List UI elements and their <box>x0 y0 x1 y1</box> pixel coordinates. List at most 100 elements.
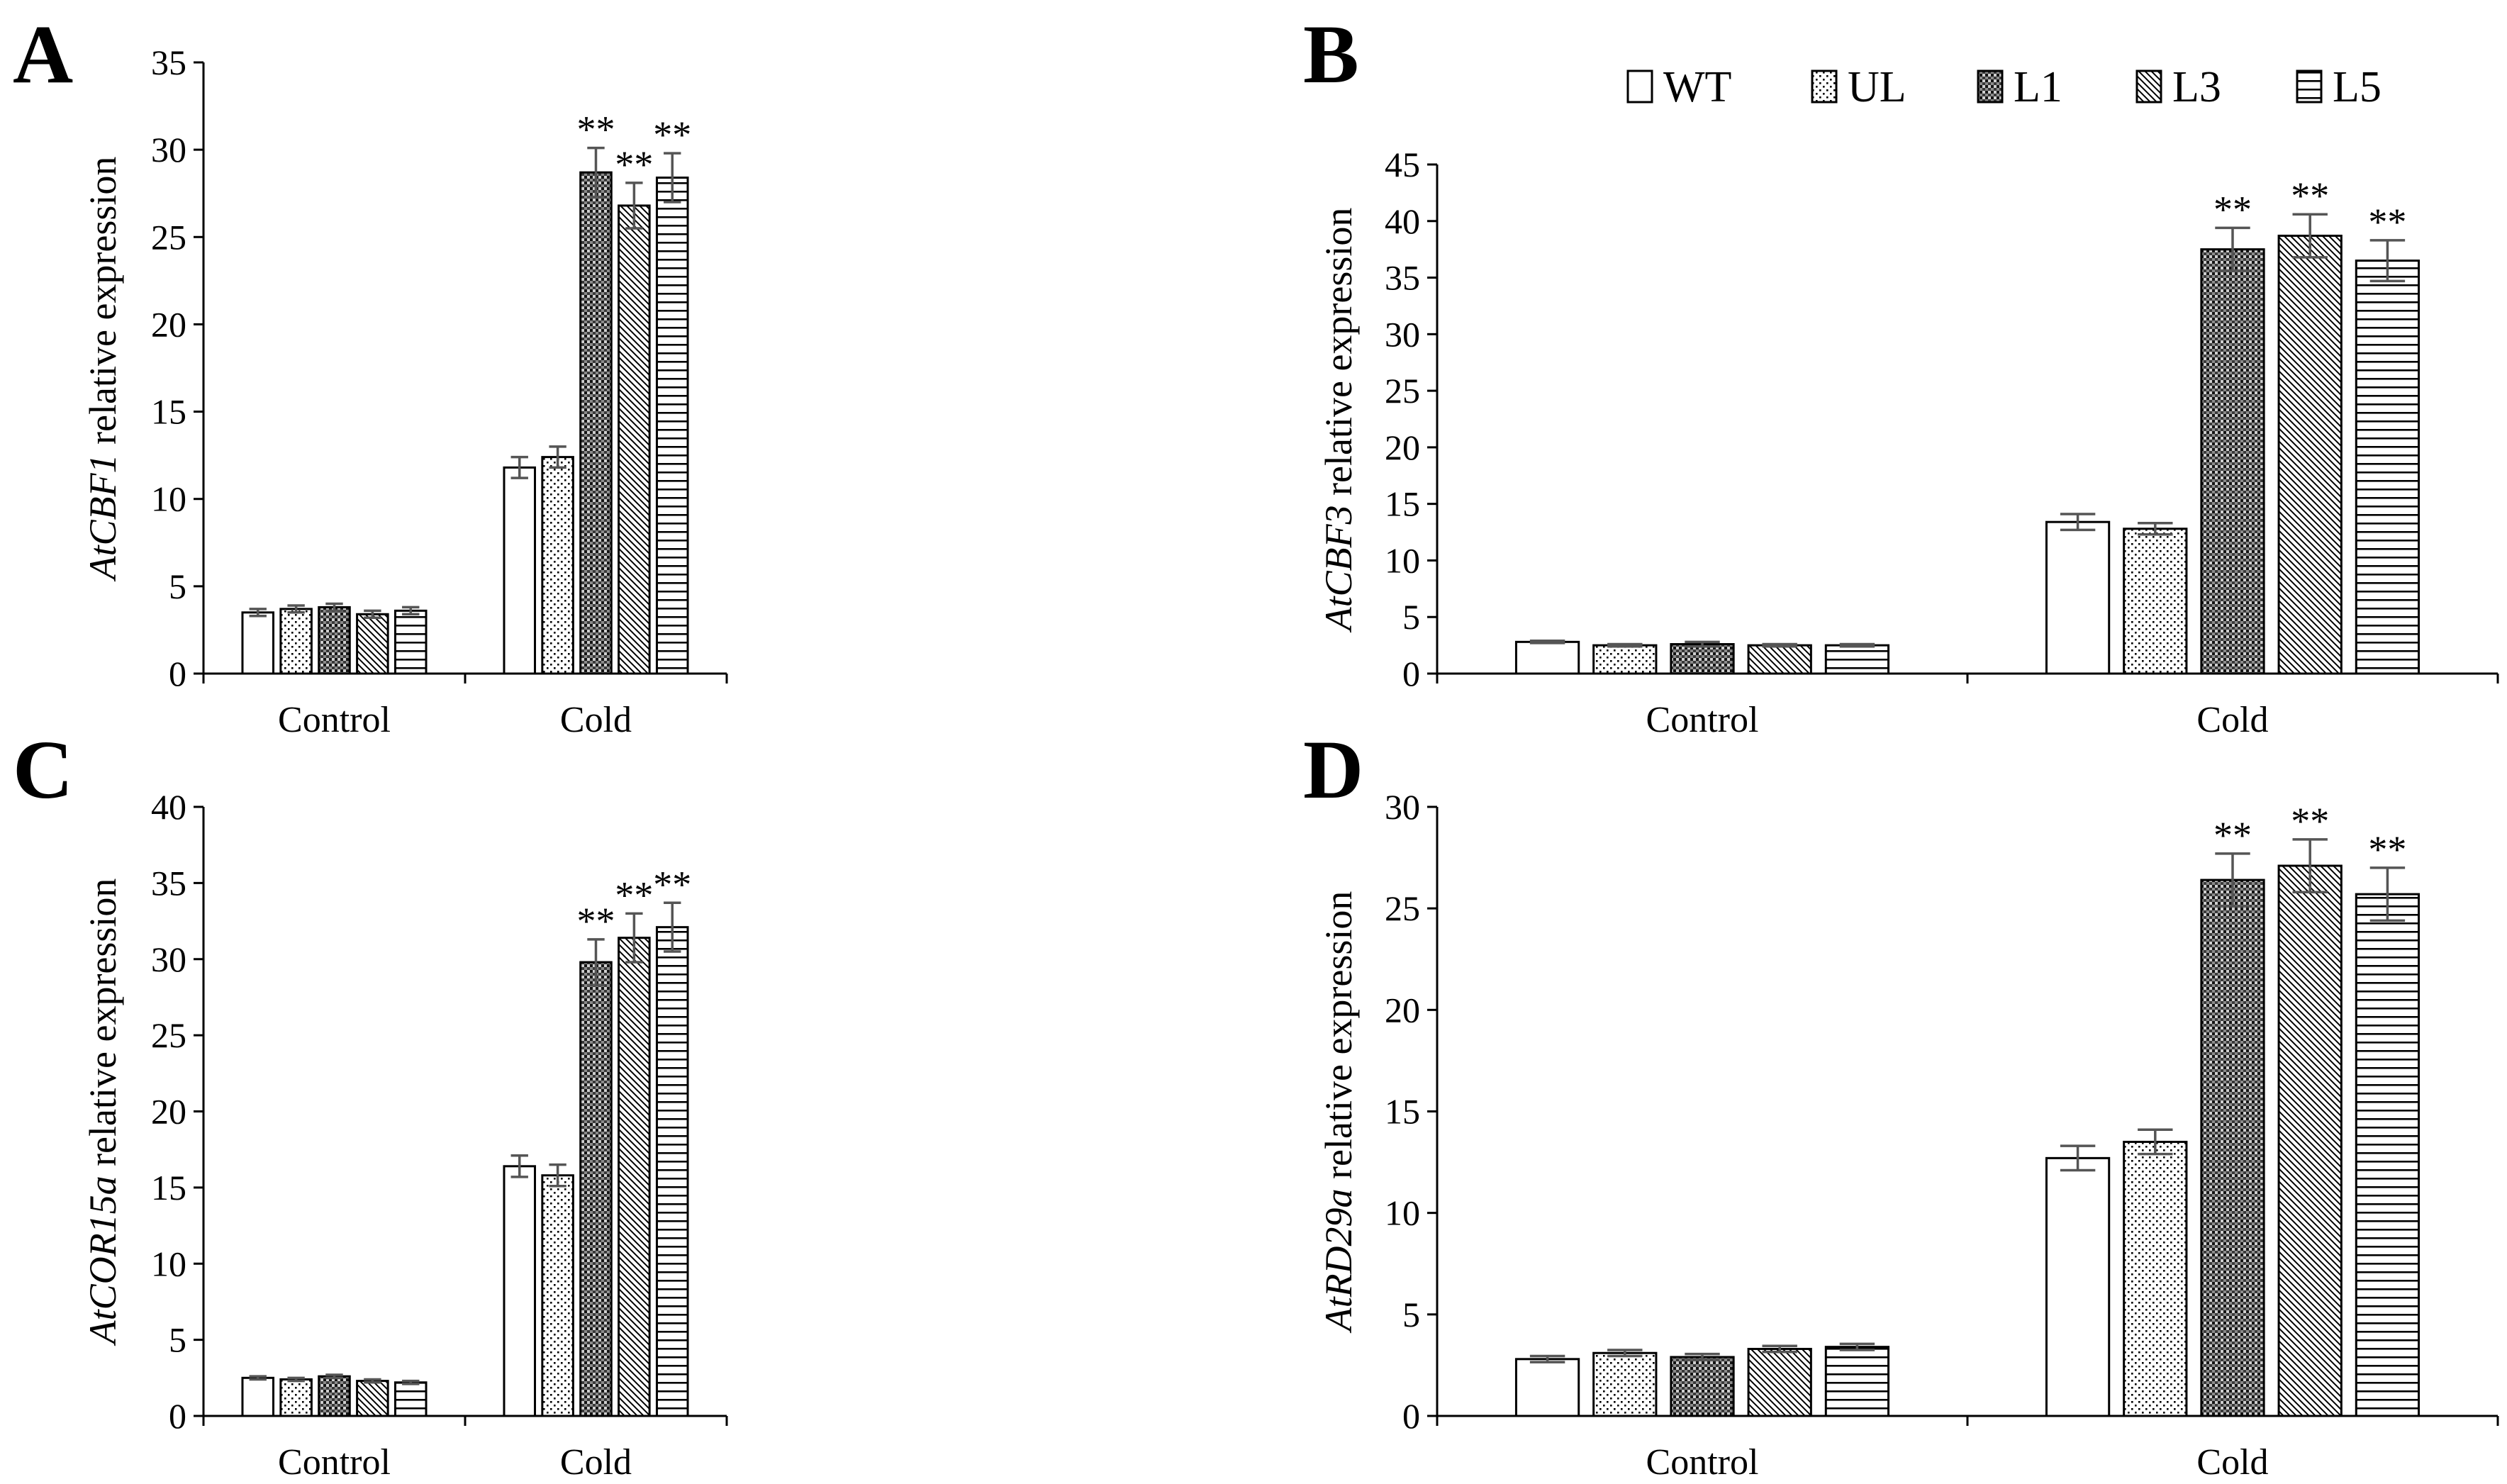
y-tick-label: 15 <box>1385 484 1420 524</box>
y-tick-label: 20 <box>151 1092 186 1132</box>
y-tick-label: 0 <box>1402 1396 1420 1436</box>
y-tick-label: 15 <box>1385 1092 1420 1132</box>
legend-label-ul: UL <box>1848 63 1906 111</box>
bar-l5-cold <box>655 926 689 1417</box>
error-bar-l5-cold <box>664 901 681 953</box>
error-bar-l3-control <box>1762 1344 1797 1354</box>
error-bar-wt-cold <box>510 455 528 479</box>
x-tick-label-control: Control <box>1646 1442 1759 1483</box>
bar-ul-control <box>1592 1351 1658 1417</box>
bar-l1-control <box>1670 643 1735 675</box>
bar-ul-cold <box>2123 1140 2188 1417</box>
y-tick-label: 35 <box>1385 258 1420 298</box>
y-axis-label-rest: relative expression <box>82 157 124 454</box>
bar-l3-cold <box>2277 864 2343 1417</box>
y-axis-gene: AtCBF1 <box>82 454 124 581</box>
bar-l3-control <box>1747 644 1812 675</box>
y-axis-label-rest: relative expression <box>1317 208 1360 506</box>
error-bar-l3-control <box>364 1378 381 1384</box>
bar-l5-cold <box>655 177 689 675</box>
error-bar-l5-cold <box>2369 239 2406 283</box>
bar-l1-control <box>318 606 351 675</box>
panel-label: C <box>13 723 73 816</box>
bar-l1-cold <box>579 961 613 1417</box>
legend-label-l3: L3 <box>2172 63 2221 111</box>
error-bar-ul-control <box>1607 642 1643 648</box>
error-bar-ul-control <box>287 604 305 614</box>
error-bar-wt-control <box>249 608 267 618</box>
error-bar-ul-cold <box>549 445 566 469</box>
error-bar-ul-cold <box>549 1163 566 1188</box>
panel-c: C AtCOR15a relative expression 0 5 10 15 20 2… <box>13 723 728 1483</box>
y-tick-label: 25 <box>151 217 186 257</box>
y-tick-label: 30 <box>1385 314 1420 354</box>
y-axis-label: AtCOR15a relative expression <box>82 878 124 1346</box>
bar-l3-control <box>1747 1348 1812 1417</box>
error-bar-l3-control <box>1762 642 1797 648</box>
error-bar-l3-cold <box>625 182 643 230</box>
y-tick-label: 40 <box>1385 201 1420 241</box>
y-tick-label: 25 <box>1385 888 1420 928</box>
y-tick-label: 30 <box>151 939 186 979</box>
bar-l3-control <box>356 613 389 675</box>
x-tick-label-control: Control <box>278 1442 391 1483</box>
significance-mark-l5-cold: ** <box>653 113 691 156</box>
error-bar-wt-cold <box>510 1154 528 1178</box>
legend-label-wt: WT <box>1663 63 1731 111</box>
error-bar-l1-cold <box>587 146 605 199</box>
y-tick-label: 45 <box>1385 145 1420 184</box>
bar-wt-cold <box>2045 520 2111 675</box>
error-bar-l1-cold <box>587 938 605 987</box>
significance-mark-l5-cold: ** <box>2368 201 2406 243</box>
y-tick-label: 35 <box>151 863 186 903</box>
bar-l3-cold <box>2277 235 2343 675</box>
bar-ul-control <box>279 1378 313 1417</box>
y-axis-label-rest: relative expression <box>1317 891 1360 1189</box>
error-bar-wt-control <box>1529 639 1565 645</box>
legend-swatch-ul <box>1811 69 1838 104</box>
y-tick-label: 25 <box>151 1015 186 1055</box>
bar-ul-control <box>279 608 313 675</box>
error-bar-l5-cold <box>2369 866 2406 922</box>
error-bar-l5-cold <box>664 152 681 203</box>
error-bar-l3-cold <box>2292 213 2328 259</box>
y-axis-gene: AtRD29a <box>1317 1188 1360 1333</box>
y-tick-label: 40 <box>151 787 186 827</box>
significance-mark-l1-cold: ** <box>2213 814 2252 857</box>
bar-l5-control <box>1824 1346 1890 1417</box>
y-axis-label: AtCBF3 relative expression <box>1317 208 1360 633</box>
panel-d: D AtRD29a relative expression 0 5 10 15 20 25… <box>1303 723 2499 1483</box>
bar-wt-control <box>1514 1358 1580 1417</box>
significance-mark-l3-cold: ** <box>2291 174 2329 217</box>
x-tick-label-control: Control <box>1646 700 1759 740</box>
bar-l1-control <box>1670 1356 1735 1417</box>
error-bar-ul-cold <box>2138 1128 2173 1156</box>
y-tick-label: 20 <box>1385 428 1420 467</box>
legend-item-l1: L1 <box>1977 63 2062 111</box>
bar-ul-cold <box>541 1174 574 1417</box>
x-tick-label-cold: Cold <box>560 1442 632 1483</box>
y-tick-label: 10 <box>1385 1193 1420 1233</box>
error-bar-wt-control <box>1529 1354 1565 1363</box>
legend-item-ul: UL <box>1811 63 1906 111</box>
bar-wt-cold <box>2045 1156 2111 1417</box>
bar-wt-cold <box>503 466 537 675</box>
bar-l1-cold <box>579 171 613 675</box>
error-bar-l5-control <box>1839 1342 1875 1351</box>
bar-wt-control <box>1514 640 1580 675</box>
bar-l3-cold <box>618 937 651 1417</box>
y-tick-label: 20 <box>1385 990 1420 1030</box>
legend-swatch-l5 <box>2296 69 2323 104</box>
plot-area: 0 5 10 15 20 25 30 Control Cold ** ** ** <box>1385 787 2499 1483</box>
bar-ul-cold <box>2123 528 2188 675</box>
error-bar-l3-control <box>364 609 381 619</box>
legend-item-l5: L5 <box>2296 63 2382 111</box>
y-tick-label: 35 <box>151 43 186 82</box>
error-bar-l1-control <box>325 1373 343 1380</box>
y-tick-label: 20 <box>151 304 186 344</box>
bar-ul-cold <box>541 456 574 675</box>
bar-l5-control <box>1824 644 1890 675</box>
y-tick-label: 5 <box>1402 597 1420 637</box>
